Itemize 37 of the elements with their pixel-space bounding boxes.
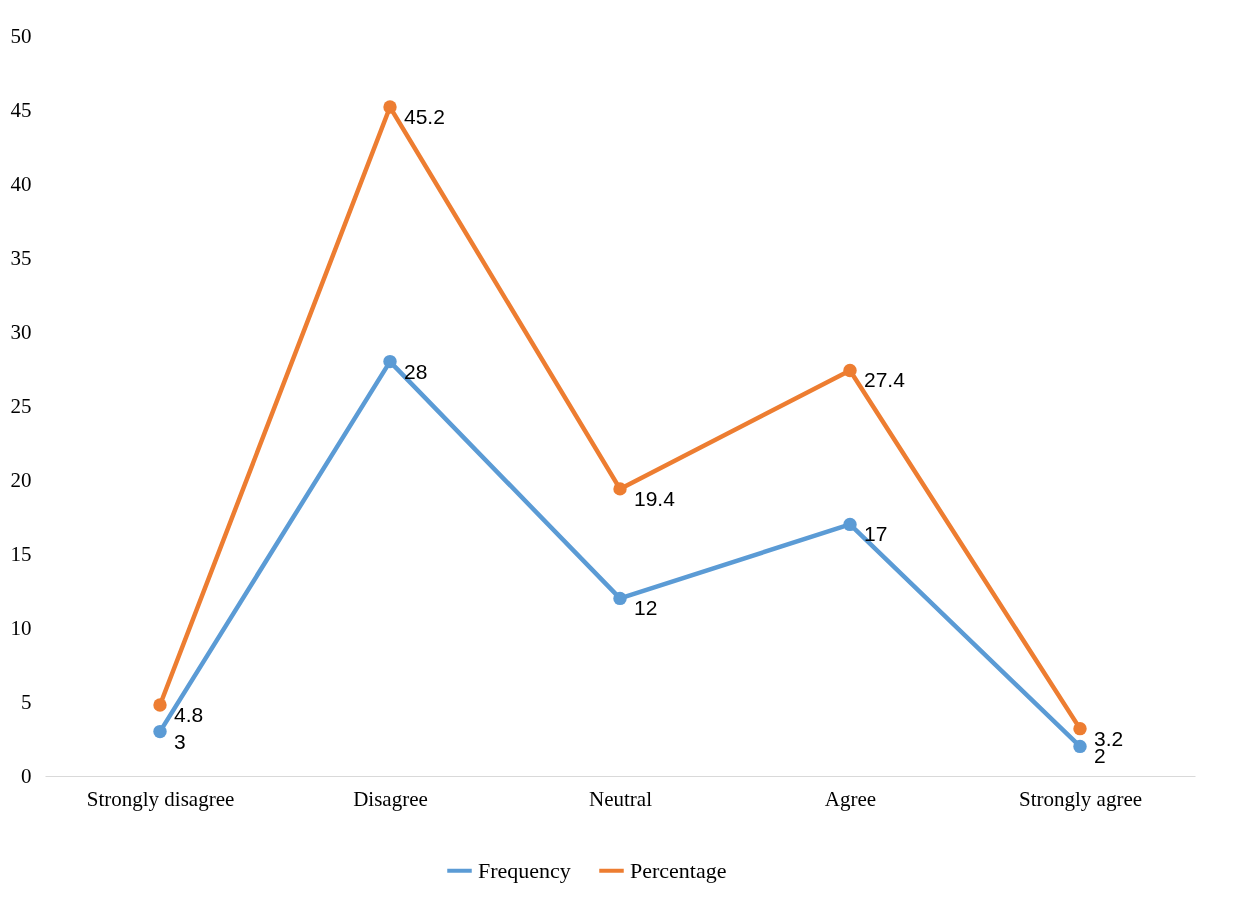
data-label: 4.8: [174, 702, 204, 726]
point: [843, 517, 857, 532]
data-label: 3: [174, 729, 186, 753]
point: [613, 591, 627, 606]
point: [1073, 721, 1087, 736]
point: [153, 724, 167, 739]
y-tick-label: 20: [10, 467, 32, 492]
data-label: 3.2: [1094, 726, 1124, 750]
point: [153, 698, 167, 712]
y-tick-label: 10: [10, 615, 32, 640]
data-label: 12: [634, 596, 658, 620]
data-label: 28: [404, 359, 428, 383]
legend-label: Frequency: [478, 857, 571, 883]
legend-label: Percentage: [630, 857, 727, 883]
data-label: 27.4: [864, 368, 906, 392]
point: [1073, 739, 1087, 754]
y-tick-label: 30: [10, 319, 32, 344]
point: [383, 354, 397, 369]
y-tick-label: 5: [21, 689, 32, 714]
y-tick-label: 15: [10, 541, 32, 566]
x-tick-label: Strongly agree: [1018, 786, 1143, 811]
x-tick-label: Strongly disagree: [86, 786, 235, 811]
y-tick-label: 0: [21, 763, 32, 788]
x-tick-label: Disagree: [353, 786, 428, 811]
data-label: 19.4: [634, 486, 676, 510]
y-tick-label: 35: [10, 245, 32, 270]
point: [613, 482, 627, 496]
y-tick-label: 45: [10, 97, 32, 122]
x-tick-label: Neutral: [589, 786, 653, 811]
x-tick-label: Agree: [824, 786, 877, 811]
y-tick-label: 50: [10, 23, 32, 48]
point: [383, 100, 397, 114]
data-label: 17: [864, 522, 888, 546]
data-label: 45.2: [404, 105, 445, 129]
y-tick-label: 40: [10, 171, 32, 196]
y-tick-label: 25: [10, 393, 32, 418]
point: [843, 363, 857, 378]
